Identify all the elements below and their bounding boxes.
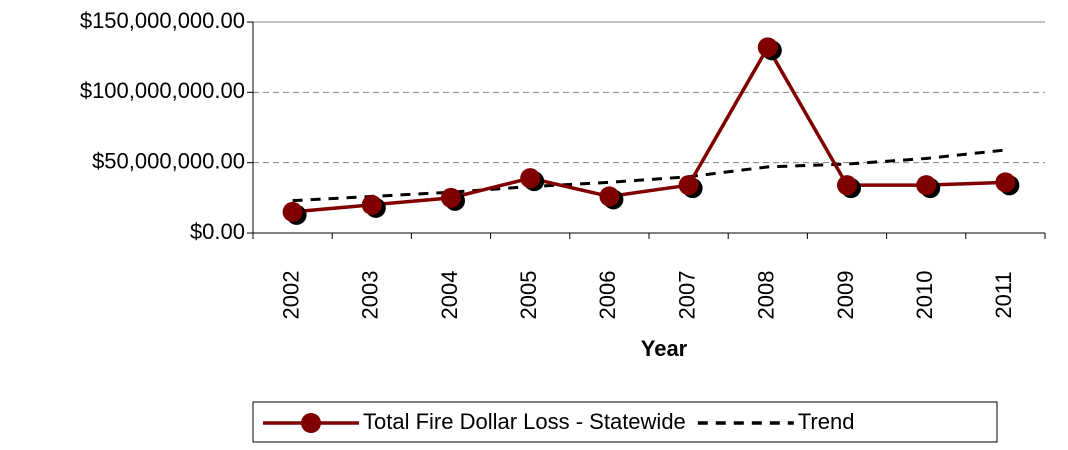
legend-marker (301, 413, 321, 433)
x-tick-label: 2003 (358, 271, 383, 320)
x-tick-label: 2010 (912, 271, 937, 320)
x-tick-label: 2007 (674, 271, 699, 320)
series-line (292, 43, 1006, 214)
x-axis-title: Year (641, 336, 688, 361)
legend-label: Total Fire Dollar Loss - Statewide (363, 409, 686, 434)
marker (916, 175, 937, 196)
x-tick-label: 2004 (437, 271, 462, 320)
marker (837, 175, 857, 196)
marker (282, 201, 303, 222)
y-tick-label: $0.00 (190, 219, 245, 244)
x-tick-label: 2006 (595, 271, 620, 320)
marker (441, 187, 461, 208)
marker (995, 172, 1016, 193)
x-tick-label: 2011 (991, 271, 1016, 318)
y-tick-label: $150,000,000.00 (80, 8, 245, 33)
marker (520, 168, 541, 189)
x-tick-label: 2002 (278, 271, 303, 320)
marker (361, 194, 382, 215)
legend-label: Trend (798, 409, 855, 434)
series-line (292, 148, 1006, 203)
y-tick-label: $50,000,000.00 (92, 148, 245, 173)
x-tick-label: 2005 (516, 271, 541, 320)
x-tick-label: 2008 (754, 271, 779, 320)
x-tick-label: 2009 (833, 271, 858, 320)
marker (599, 186, 620, 207)
y-tick-label: $100,000,000.00 (80, 78, 245, 103)
marker (757, 37, 778, 58)
marker (678, 175, 699, 196)
legend-box (252, 401, 998, 443)
